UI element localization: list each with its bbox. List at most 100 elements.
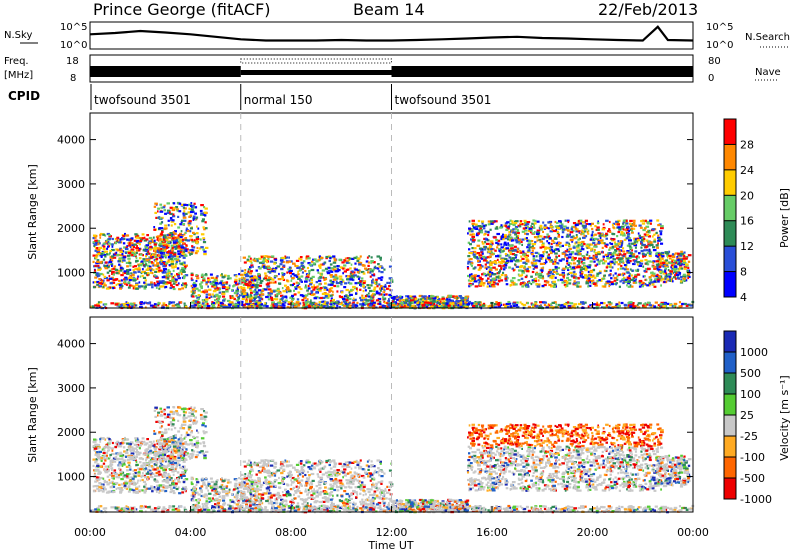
power-cell-1185 (226, 299, 231, 302)
power-cell-2094 (284, 255, 287, 258)
power-cell-644 (105, 250, 108, 253)
power-cell-3983 (471, 275, 475, 278)
power-cell-3118 (576, 284, 579, 287)
noise-series-line (89, 25, 694, 42)
power-cell-3890 (635, 281, 638, 284)
power-cell-469 (161, 256, 164, 259)
power-cell-4788 (532, 303, 536, 306)
power-cell-73 (157, 266, 161, 269)
power-cell-111 (169, 233, 173, 236)
power-cell-416 (147, 252, 151, 255)
power-cell-1889 (356, 275, 360, 278)
power-cell-3438 (549, 230, 554, 233)
power-cell-146 (102, 247, 106, 251)
power-cell-1679 (278, 282, 282, 285)
power-cell-1159 (196, 299, 199, 302)
power-cell-1770 (339, 295, 343, 299)
power-cell-4460 (663, 270, 667, 273)
power-cell-670 (155, 275, 158, 278)
power-cell-3944 (639, 237, 642, 240)
power-cell-649 (102, 233, 106, 236)
power-cell-1671 (253, 304, 256, 307)
power-cell-3018 (581, 248, 585, 251)
power-cell-1 (123, 246, 127, 249)
power-cell-1039 (196, 216, 199, 219)
power-cell-3115 (509, 237, 513, 240)
power-cell-1324 (193, 284, 197, 287)
power-cell-3951 (513, 253, 517, 257)
power-cell-3933 (625, 257, 629, 260)
power-cell-593 (118, 263, 121, 266)
power-cell-1013 (172, 241, 177, 244)
power-cell-2963 (639, 236, 643, 239)
power-cell-2191 (294, 293, 297, 296)
power-cell-2159 (294, 264, 297, 267)
power-cell-2906 (534, 259, 539, 262)
power-cell-2599 (464, 296, 468, 299)
power-cell-2711 (569, 247, 572, 250)
power-cell-2075 (267, 276, 271, 280)
power-cell-4325 (678, 261, 681, 264)
power-cell-794 (125, 234, 130, 237)
power-cell-3924 (581, 274, 583, 277)
power-cell-927 (191, 245, 194, 248)
power-cell-825 (164, 212, 167, 215)
power-cell-393 (107, 253, 111, 256)
power-cell-4858 (447, 302, 450, 305)
power-cell-4684 (316, 303, 320, 306)
power-cell-559 (174, 274, 176, 277)
power-cell-2249 (380, 271, 384, 274)
power-cell-477 (164, 275, 168, 278)
power-cell-3968 (519, 283, 522, 286)
power-cell-3536 (557, 235, 561, 238)
power-cell-3547 (603, 285, 607, 288)
power-cell-3847 (516, 259, 520, 262)
power-cell-2780 (627, 282, 631, 285)
power-cell-4768 (577, 302, 582, 306)
power-cell-4705 (305, 305, 309, 308)
power-cell-3787 (589, 264, 592, 267)
power-cell-4135 (612, 274, 615, 277)
power-cell-2079 (299, 279, 303, 282)
power-cell-837 (203, 228, 206, 231)
power-cell-497 (98, 242, 101, 245)
power-cell-511 (155, 276, 159, 279)
power-cell-3678 (607, 262, 610, 265)
power-cell-4101 (646, 284, 650, 287)
power-cell-1217 (209, 273, 213, 276)
power-cell-3662 (630, 242, 635, 245)
power-cell-3571 (527, 226, 529, 229)
power-cell-1474 (327, 266, 331, 269)
power-cell-3704 (530, 225, 533, 228)
power-cell-4313 (584, 230, 587, 233)
power-cell-2491 (404, 299, 408, 302)
power-cell-710 (120, 266, 123, 269)
power-cell-521 (149, 271, 153, 274)
power-cell-1840 (370, 284, 373, 287)
power-cell-3929 (558, 220, 562, 223)
power-cell-2674 (508, 256, 512, 259)
power-cell-1397 (191, 295, 195, 298)
power-cell-4206 (574, 223, 579, 227)
power-cell-2407 (412, 300, 416, 303)
power-cell-3972 (610, 242, 614, 245)
power-cell-2371 (393, 295, 397, 299)
power-cell-3498 (552, 270, 556, 273)
power-cell-3883 (541, 269, 544, 272)
power-cell-4210 (489, 279, 493, 282)
power-cell-4066 (579, 243, 583, 247)
power-cell-967 (181, 203, 184, 206)
power-cell-836 (192, 210, 195, 213)
power-cell-2161 (248, 281, 252, 284)
power-cell-4814 (311, 304, 313, 307)
power-cell-4051 (546, 246, 549, 249)
power-cell-99 (185, 286, 187, 289)
power-cell-679 (147, 272, 150, 275)
nave-tick-bottom: 0 (708, 73, 714, 84)
power-cell-361 (102, 279, 105, 282)
power-cell-1015 (162, 246, 166, 249)
power-cell-2365 (405, 295, 407, 298)
power-cell-347 (94, 236, 97, 239)
power-cell-4183 (604, 244, 607, 248)
power-cell-2570 (455, 299, 460, 303)
